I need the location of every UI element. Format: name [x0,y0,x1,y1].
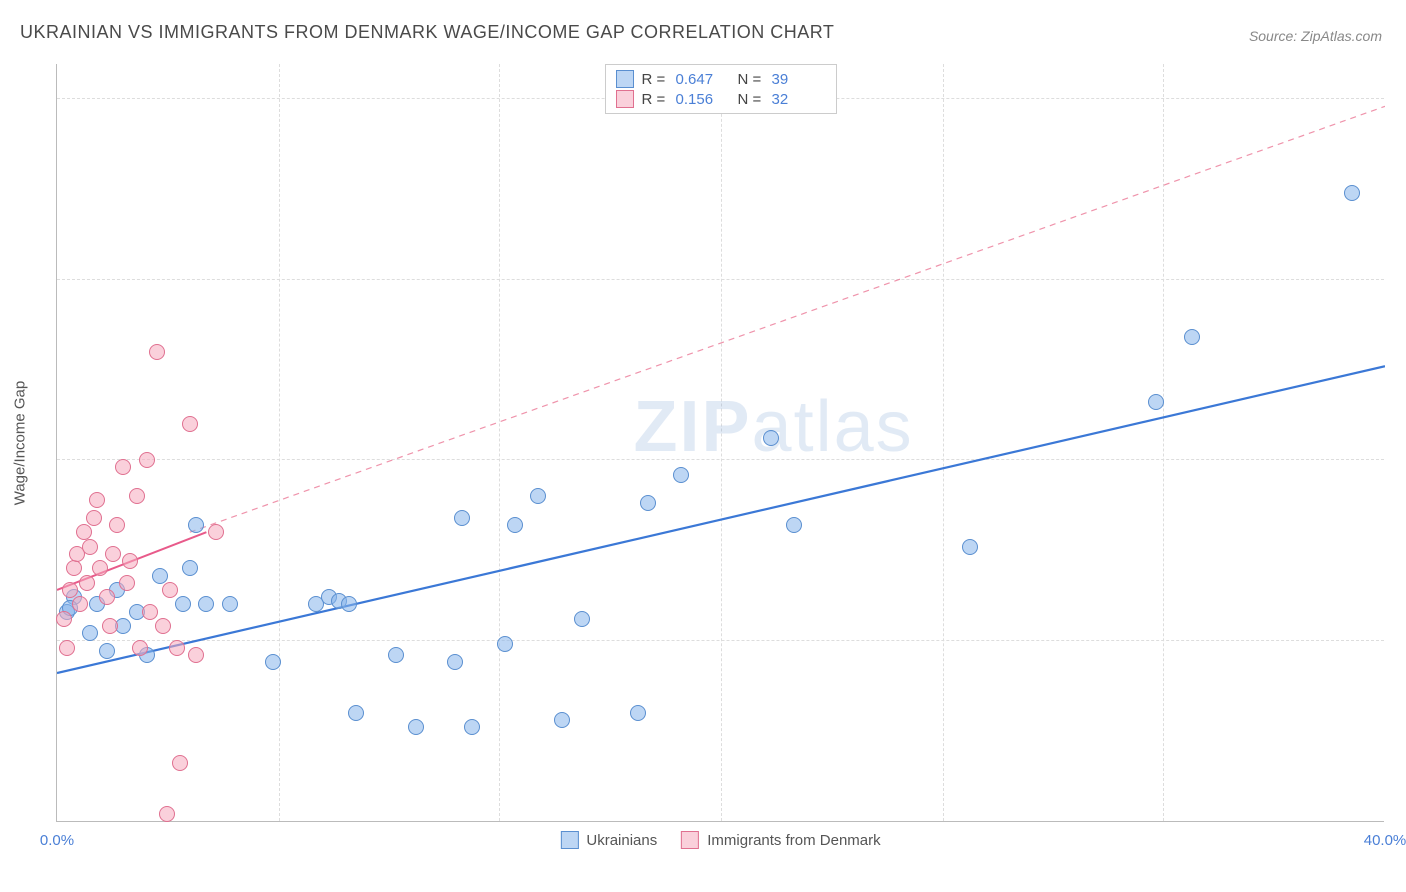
legend-chip [616,70,634,88]
scatter-point [66,560,82,576]
legend-r-value: 0.156 [676,91,730,108]
scatter-point [119,575,135,591]
scatter-point [105,546,121,562]
scatter-point [99,643,115,659]
scatter-point [341,596,357,612]
y-axis-title: Wage/Income Gap [12,381,29,506]
scatter-point [82,539,98,555]
scatter-point [640,495,656,511]
scatter-point [99,589,115,605]
source-attribution: Source: ZipAtlas.com [1249,28,1382,44]
scatter-point [72,596,88,612]
scatter-point [507,517,523,533]
legend-n-label: N = [738,71,764,88]
scatter-point [630,705,646,721]
legend-top: R = 0.647 N = 39 R = 0.156 N = 32 [605,64,837,114]
trend-line [57,366,1385,673]
legend-n-label: N = [738,91,764,108]
scatter-point [265,654,281,670]
scatter-point [172,755,188,771]
legend-bottom: Ukrainians Immigrants from Denmark [560,831,880,849]
scatter-point [182,416,198,432]
scatter-point [109,517,125,533]
scatter-point [62,582,78,598]
scatter-point [464,719,480,735]
scatter-point [182,560,198,576]
scatter-point [102,618,118,634]
scatter-point [59,640,75,656]
scatter-point [763,430,779,446]
scatter-point [155,618,171,634]
trend-line [190,106,1385,532]
scatter-point [142,604,158,620]
plot-area: ZIPatlas 25.0%50.0%75.0%100.0%0.0%40.0%R… [56,64,1384,822]
legend-row: R = 0.647 N = 39 [616,69,826,89]
plot-container: Wage/Income Gap ZIPatlas 25.0%50.0%75.0%… [50,58,1390,828]
scatter-point [169,640,185,656]
legend-row: R = 0.156 N = 32 [616,89,826,109]
scatter-point [208,524,224,540]
scatter-point [175,596,191,612]
x-tick-label: 40.0% [1364,832,1406,849]
legend-chip [560,831,578,849]
scatter-point [348,705,364,721]
scatter-point [388,647,404,663]
scatter-point [149,344,165,360]
legend-r-value: 0.647 [676,71,730,88]
scatter-point [79,575,95,591]
scatter-point [222,596,238,612]
legend-n-value: 39 [772,71,826,88]
scatter-point [92,560,108,576]
scatter-point [115,459,131,475]
scatter-point [1148,394,1164,410]
scatter-point [673,467,689,483]
scatter-point [454,510,470,526]
legend-label: Ukrainians [586,832,657,849]
scatter-point [152,568,168,584]
scatter-point [530,488,546,504]
scatter-point [188,647,204,663]
scatter-point [132,640,148,656]
scatter-point [139,452,155,468]
scatter-point [129,488,145,504]
legend-r-label: R = [642,91,668,108]
scatter-point [962,539,978,555]
scatter-point [86,510,102,526]
scatter-point [162,582,178,598]
legend-chip [616,90,634,108]
scatter-point [82,625,98,641]
scatter-point [1184,329,1200,345]
legend-item: Immigrants from Denmark [681,831,880,849]
scatter-point [122,553,138,569]
scatter-point [786,517,802,533]
legend-r-label: R = [642,71,668,88]
scatter-point [1344,185,1360,201]
scatter-point [574,611,590,627]
legend-chip [681,831,699,849]
legend-item: Ukrainians [560,831,657,849]
scatter-point [198,596,214,612]
chart-title: UKRAINIAN VS IMMIGRANTS FROM DENMARK WAG… [20,22,834,43]
scatter-point [188,517,204,533]
legend-n-value: 32 [772,91,826,108]
scatter-point [408,719,424,735]
legend-label: Immigrants from Denmark [707,832,880,849]
scatter-point [89,492,105,508]
scatter-point [497,636,513,652]
trend-svg [57,63,1385,821]
scatter-point [447,654,463,670]
scatter-point [56,611,72,627]
x-tick-label: 0.0% [40,832,74,849]
scatter-point [159,806,175,822]
scatter-point [554,712,570,728]
